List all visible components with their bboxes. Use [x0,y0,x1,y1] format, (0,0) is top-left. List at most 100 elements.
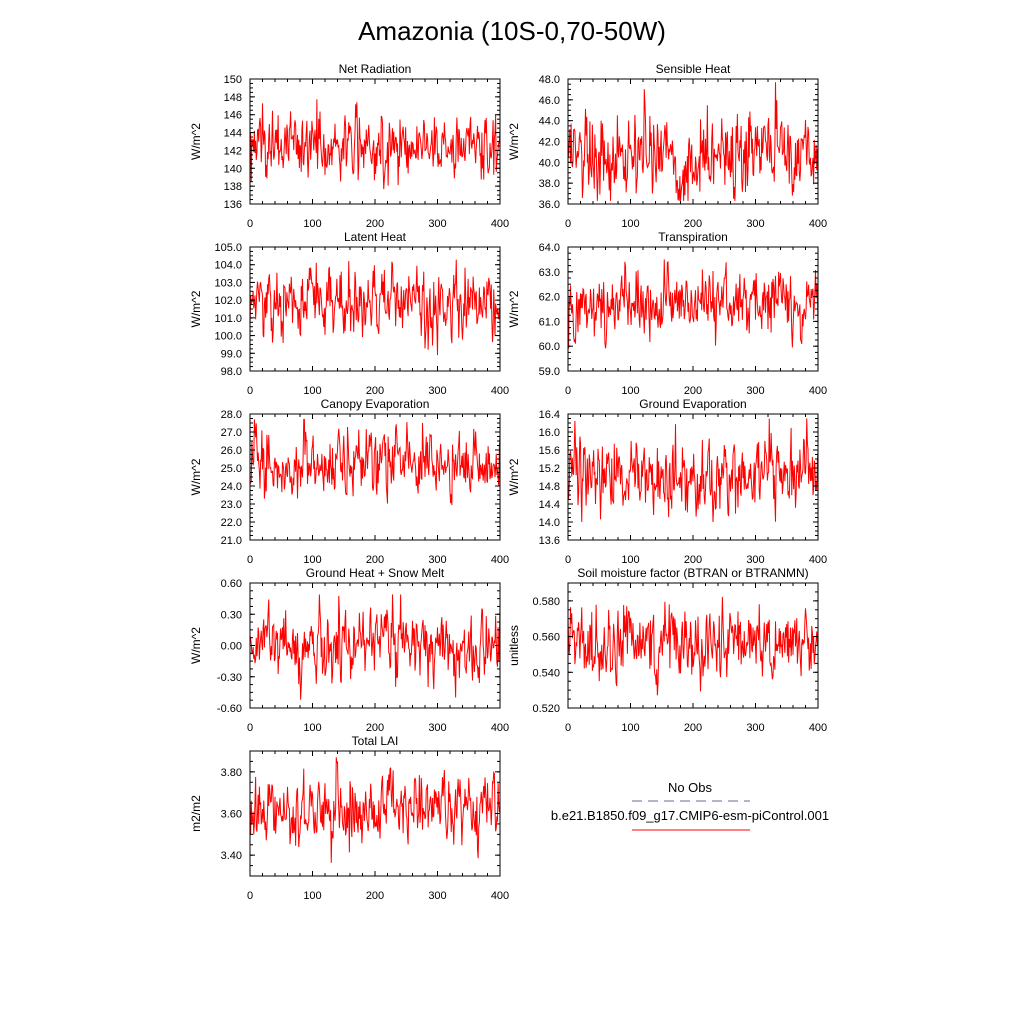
x-tick-label: 400 [491,890,509,902]
x-tick-label: 300 [746,722,764,734]
series-line-canopy-evaporation [250,418,500,506]
y-axis-label: W/m^2 [507,458,521,495]
y-tick-label: 15.2 [539,463,560,475]
y-tick-label: 38.0 [539,178,560,190]
y-tick-label: 13.6 [539,535,560,547]
x-tick-label: 400 [491,554,509,566]
x-tick-label: 100 [621,722,639,734]
plot-frame-transpiration [567,246,819,372]
panel-title: Canopy Evaporation [321,397,430,411]
panel-canopy-evaporation: 0 100 200 300 400 21.0 22.0 23.0 24.0 25.0 26.0 27.… [189,397,509,566]
x-tick-label: 400 [491,722,509,734]
y-tick-label: 105.0 [214,242,242,254]
panel-title: Latent Heat [344,230,407,244]
y-axis-label: W/m^2 [507,290,521,327]
panel-ground-evaporation: 0 100 200 300 400 13.6 14.0 14.4 14.8 15.2 15.6 16.… [507,397,827,566]
y-tick-label: 48.0 [539,74,560,86]
x-tick-label: 0 [247,890,253,902]
x-tick-label: 0 [247,554,253,566]
y-tick-label: 36.0 [539,199,560,211]
y-axis-label: W/m^2 [189,123,203,160]
x-tick-label: 0 [565,722,571,734]
y-tick-label: 0.60 [221,578,242,590]
y-tick-label: 28.0 [221,409,242,421]
panel-net-radiation: 0 100 200 300 400 136 138 140 142 144 146 148 150 Net… [189,62,509,230]
panel-title: Ground Evaporation [639,397,746,411]
x-tick-label: 0 [247,385,253,397]
panel-title: Transpiration [658,230,728,244]
y-tick-label: 15.6 [539,445,560,457]
series-line-ground-heat-snow-melt [250,594,500,700]
x-tick-label: 0 [565,218,571,230]
y-tick-label: -0.30 [217,672,242,684]
y-tick-label: 26.0 [221,445,242,457]
panel-title: Net Radiation [339,62,412,76]
y-tick-label: 104.0 [214,260,242,272]
x-tick-label: 200 [366,554,384,566]
y-tick-label: 0.520 [532,703,560,715]
y-tick-label: 44.0 [539,116,560,128]
x-tick-label: 100 [303,554,321,566]
series-line-ground-evaporation [568,418,818,523]
x-tick-label: 200 [366,890,384,902]
y-tick-label: 22.0 [221,517,242,529]
x-tick-label: 0 [247,722,253,734]
y-tick-label: 0.540 [532,667,560,679]
y-tick-label: 63.0 [539,267,560,279]
y-tick-label: 0.00 [221,641,242,653]
x-tick-label: 200 [684,218,702,230]
y-tick-label: 148 [224,92,242,104]
y-axis-label: unitless [507,625,521,666]
series-line-net-radiation [250,99,500,190]
x-tick-label: 400 [809,554,827,566]
x-tick-label: 200 [366,385,384,397]
x-tick-label: 400 [809,385,827,397]
x-tick-label: 0 [565,385,571,397]
x-tick-label: 300 [428,385,446,397]
x-tick-label: 300 [428,890,446,902]
y-tick-label: 24.0 [221,481,242,493]
x-tick-label: 200 [684,385,702,397]
x-tick-label: 300 [746,218,764,230]
panel-transpiration: 0 100 200 300 400 59.0 60.0 61.0 62.0 63.0 64.0 Tra… [507,230,827,397]
y-tick-label: 136 [224,199,242,211]
x-tick-label: 300 [746,554,764,566]
panels: 0 100 200 300 400 136 138 140 142 144 146 148 150 Net… [189,62,827,902]
y-tick-label: 99.0 [221,348,242,360]
series-line-transpiration [568,259,818,349]
y-tick-label: -0.60 [217,703,242,715]
y-tick-label: 0.560 [532,632,560,644]
y-tick-label: 142 [224,145,242,157]
y-tick-label: 3.80 [221,767,242,779]
series-line-latent-heat [250,259,500,356]
x-tick-label: 400 [491,218,509,230]
y-axis-label: W/m^2 [507,123,521,160]
x-tick-label: 400 [809,722,827,734]
figure-title: Amazonia (10S-0,70-50W) [358,16,666,46]
y-tick-label: 64.0 [539,242,560,254]
series-line-soil-moisture-factor-btran-or-btranmn [568,596,818,696]
y-tick-label: 140 [224,163,242,175]
y-tick-label: 100.0 [214,331,242,343]
panel-latent-heat: 0 100 200 300 400 98.0 99.0 100.0 101.0 102.0 103.… [189,230,509,397]
y-tick-label: 61.0 [539,316,560,328]
y-tick-label: 46.0 [539,95,560,107]
panel-title: Ground Heat + Snow Melt [306,566,445,580]
y-tick-label: 0.580 [532,596,560,608]
series-line-sensible-heat [568,82,818,201]
legend-obs-label: No Obs [668,780,713,795]
panel-soil-moisture-factor-btran-or-btranmn: 0 100 200 300 400 0.520 0.540 0.560 0.580 Soil mo… [507,566,827,734]
x-tick-label: 300 [746,385,764,397]
y-tick-label: 42.0 [539,137,560,149]
y-tick-label: 14.8 [539,481,560,493]
x-tick-label: 300 [428,218,446,230]
y-tick-label: 103.0 [214,277,242,289]
x-tick-label: 300 [428,554,446,566]
panel-title: Soil moisture factor (BTRAN or BTRANMN) [577,566,808,580]
x-tick-label: 100 [303,722,321,734]
x-tick-label: 100 [621,218,639,230]
y-tick-label: 23.0 [221,499,242,511]
x-tick-label: 100 [621,554,639,566]
plot-frame-latent-heat [249,246,501,372]
